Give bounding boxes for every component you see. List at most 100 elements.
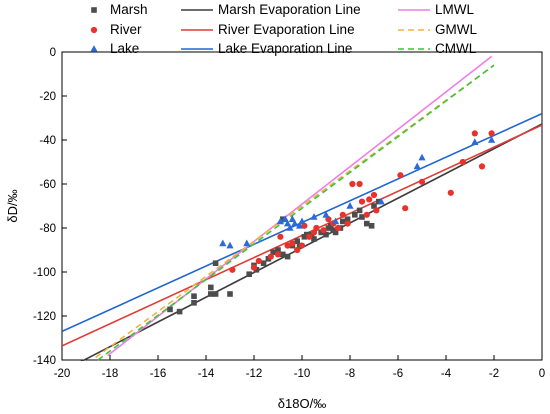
- x-tick-label: -20: [54, 368, 71, 380]
- marsh-point: [265, 256, 272, 262]
- marsh-point: [260, 260, 267, 266]
- gmwl-line: [95, 64, 495, 359]
- marsh-point: [208, 284, 214, 291]
- river-point: [306, 233, 313, 240]
- river-point: [284, 242, 291, 249]
- river-point: [373, 207, 380, 214]
- river-point: [229, 266, 236, 273]
- river-point: [274, 251, 282, 258]
- x-tick-label: -2: [489, 368, 499, 380]
- y-tick-label: -40: [39, 135, 56, 147]
- lake-point: [288, 215, 296, 222]
- marsh-point: [294, 238, 300, 244]
- lake-point: [471, 138, 479, 145]
- river-point: [294, 246, 301, 254]
- marsh-point: [208, 291, 214, 297]
- lake-point: [291, 219, 299, 227]
- river-point: [356, 180, 363, 188]
- marsh-point: [275, 247, 281, 253]
- marsh-point: [304, 231, 310, 238]
- x-tick-label: -18: [102, 368, 119, 380]
- marsh-point: [368, 223, 375, 229]
- lake-point: [413, 162, 421, 170]
- lake-evaporation-line-legend-label: Lake Evaporation Line: [218, 41, 352, 56]
- marsh-point: [270, 249, 276, 255]
- river-point: [459, 158, 466, 166]
- axis-ticks: -20 -18 -16 -14 -12 -10 -8 -6 -4 -2 0-140-120-100-…: [33, 47, 545, 380]
- lake-point: [346, 202, 354, 209]
- river-point: [418, 178, 426, 185]
- lmwl-legend-label: LMWL: [435, 2, 474, 17]
- marsh-point: [376, 198, 382, 205]
- y-tick-label: -60: [39, 179, 56, 191]
- river-point: [301, 222, 308, 229]
- marsh-point: [328, 223, 334, 229]
- river-point: [488, 130, 495, 137]
- marsh-point: [359, 214, 365, 220]
- lake-point: [298, 217, 306, 225]
- marsh-legend-marker: [91, 7, 97, 13]
- marsh-point: [308, 231, 315, 238]
- river-point: [250, 264, 258, 271]
- x-tick-label: -14: [198, 368, 215, 380]
- river-point: [397, 172, 404, 179]
- marsh-point: [191, 293, 197, 299]
- lake-point: [219, 239, 227, 247]
- lake-point: [226, 241, 234, 249]
- y-axis-title: δD/‰: [5, 189, 20, 222]
- lake-point: [488, 136, 496, 143]
- marsh-legend-label: Marsh: [110, 2, 148, 17]
- river-point: [267, 253, 274, 260]
- marsh-point: [318, 229, 324, 236]
- marsh-point: [284, 253, 291, 260]
- marsh-point: [323, 231, 329, 238]
- marsh-point: [332, 229, 339, 236]
- y-tick-label: -20: [39, 91, 56, 103]
- river-point: [289, 240, 296, 247]
- river-point: [277, 233, 284, 240]
- x-axis-title: δ18O/‰: [278, 396, 326, 411]
- lake-point: [284, 219, 292, 227]
- lake-point: [243, 239, 251, 247]
- lake-point: [296, 221, 304, 229]
- legend: Marsh River Lake Marsh Evaporation Line Rive…: [90, 2, 477, 56]
- x-tick-label: -4: [441, 368, 452, 380]
- marsh-point: [253, 267, 260, 273]
- marsh-point: [212, 260, 219, 266]
- y-tick-label: -80: [39, 223, 56, 235]
- lake-point: [332, 217, 340, 225]
- river-point: [334, 224, 342, 232]
- gmwl-legend-label: GMWL: [435, 22, 477, 37]
- y-tick-label: -100: [33, 267, 56, 279]
- lake-legend-label: Lake: [110, 41, 139, 56]
- y-tick-label: 0: [50, 47, 56, 59]
- river-point: [339, 211, 346, 218]
- x-tick-label: -6: [393, 368, 403, 380]
- lake-point: [286, 224, 294, 231]
- river-evaporation-line-legend-label: River Evaporation Line: [218, 22, 355, 37]
- marsh-point: [371, 203, 377, 209]
- cmwl-line: [97, 64, 495, 361]
- lake-legend-marker: [90, 45, 98, 52]
- river-legend-marker: [90, 26, 98, 34]
- river-point: [255, 257, 262, 265]
- marsh-point: [356, 207, 363, 214]
- y-tick-label: -140: [33, 355, 56, 367]
- river-point: [358, 198, 366, 205]
- lake-point: [276, 217, 284, 225]
- x-tick-label: -8: [345, 368, 355, 380]
- marsh-point: [227, 291, 233, 297]
- river-point: [344, 220, 351, 227]
- marsh-point: [246, 271, 252, 277]
- marsh-point: [212, 291, 219, 297]
- river-point: [298, 242, 306, 249]
- river-point: [471, 130, 478, 137]
- river-point: [402, 205, 409, 212]
- river-legend-label: River: [110, 22, 142, 37]
- river-point: [320, 227, 327, 234]
- marsh-point: [364, 220, 370, 227]
- marsh-evaporation-line-legend-label: Marsh Evaporation Line: [218, 2, 361, 17]
- y-tick-label: -120: [33, 311, 56, 323]
- cmwl-legend-label: CMWL: [435, 41, 477, 56]
- marsh-point: [280, 216, 286, 222]
